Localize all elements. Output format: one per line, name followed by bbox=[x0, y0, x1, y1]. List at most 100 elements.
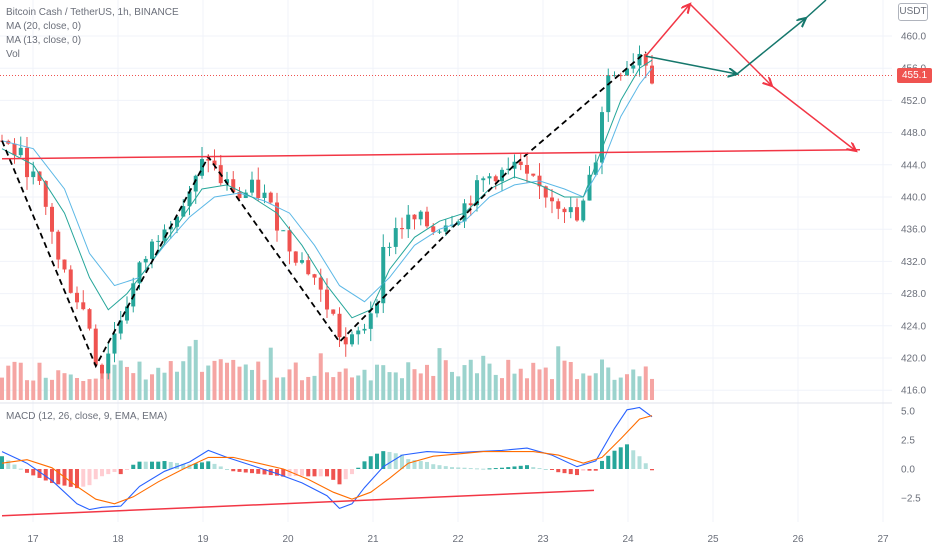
volume-bar bbox=[600, 359, 604, 400]
volume-bar bbox=[93, 378, 98, 400]
candle-body bbox=[200, 159, 204, 176]
volume-bar bbox=[287, 369, 292, 400]
ma13-legend[interactable]: MA (13, close, 0) bbox=[6, 35, 82, 46]
volume-bar bbox=[431, 375, 436, 400]
macd-histogram-bar bbox=[275, 469, 279, 476]
macd-histogram-bar bbox=[312, 469, 317, 477]
macd-histogram-bar bbox=[218, 466, 223, 469]
macd-histogram-bar bbox=[325, 469, 329, 477]
volume-bar bbox=[237, 366, 242, 400]
candle-body bbox=[568, 207, 573, 213]
macd-histogram-bar bbox=[356, 467, 361, 469]
macd-histogram-bar bbox=[12, 464, 17, 469]
macd-histogram-bar bbox=[475, 468, 479, 470]
volume-bar bbox=[581, 373, 586, 400]
macd-histogram-bar bbox=[81, 469, 86, 487]
macd-histogram-bar bbox=[606, 455, 611, 469]
ma13-line bbox=[1, 59, 653, 319]
volume-bar bbox=[112, 364, 117, 400]
candle-body bbox=[187, 191, 192, 207]
candle-body bbox=[68, 269, 73, 293]
macd-histogram-bar bbox=[550, 469, 554, 470]
macd-histogram-bar bbox=[381, 451, 386, 469]
volume-bar bbox=[262, 379, 267, 400]
volume-bar bbox=[587, 375, 592, 400]
ma20-line bbox=[1, 67, 653, 303]
candle-body bbox=[387, 246, 392, 248]
macd-histogram-bar bbox=[68, 469, 73, 487]
macd-histogram-bar bbox=[131, 464, 136, 469]
volume-bar bbox=[493, 374, 498, 400]
volume-bar bbox=[293, 362, 298, 400]
volume-legend[interactable]: Vol bbox=[6, 49, 20, 60]
macd-histogram-bar bbox=[306, 469, 311, 477]
macd-histogram-bar bbox=[368, 456, 373, 469]
volume-bar bbox=[18, 362, 23, 400]
macd-histogram-bar bbox=[375, 453, 379, 469]
candle-body bbox=[562, 208, 567, 213]
macd-histogram-bar bbox=[575, 469, 579, 476]
candle-body bbox=[156, 240, 161, 242]
candle-body bbox=[256, 179, 261, 198]
current-price-badge: 455.1 bbox=[897, 68, 932, 83]
volume-bar bbox=[443, 360, 448, 400]
macd-histogram-bar bbox=[393, 453, 398, 469]
ma20-legend[interactable]: MA (20, close, 0) bbox=[6, 21, 82, 32]
macd-histogram-bar bbox=[181, 463, 186, 469]
candle-body bbox=[212, 160, 217, 166]
candle-body bbox=[175, 216, 179, 227]
macd-histogram-bar bbox=[225, 469, 229, 470]
currency-button[interactable]: USDT bbox=[898, 3, 928, 21]
macd-histogram-bar bbox=[625, 444, 629, 469]
candle-body bbox=[100, 364, 104, 374]
candle-body bbox=[225, 179, 229, 184]
volume-bar bbox=[306, 376, 311, 400]
macd-histogram-bar bbox=[437, 465, 442, 469]
volume-bar bbox=[400, 378, 404, 400]
macd-histogram-bar bbox=[75, 469, 79, 489]
candle-body bbox=[268, 192, 273, 203]
candle-body bbox=[625, 68, 629, 76]
volume-bar bbox=[412, 369, 417, 400]
macd-histogram-bar bbox=[531, 467, 536, 469]
symbol-legend[interactable]: Bitcoin Cash / TetherUS, 1h, BINANCE MA … bbox=[6, 6, 179, 62]
volume-bar bbox=[575, 379, 579, 400]
volume-bar bbox=[425, 364, 429, 400]
candle-body bbox=[312, 274, 317, 278]
candle-body bbox=[293, 251, 298, 263]
macd-histogram-bar bbox=[212, 463, 217, 469]
time-axis-label: 21 bbox=[367, 534, 379, 545]
volume-bar bbox=[0, 377, 4, 400]
volume-bar bbox=[406, 362, 411, 400]
macd-histogram-bar bbox=[543, 469, 548, 470]
candle-body bbox=[300, 260, 304, 263]
macd-histogram-bar bbox=[175, 462, 179, 469]
breakout-arrow bbox=[736, 18, 806, 75]
volume-bar bbox=[350, 377, 354, 400]
macd-histogram-bar bbox=[387, 451, 392, 469]
volume-bar bbox=[362, 369, 367, 400]
macd-histogram-bar bbox=[231, 469, 236, 472]
volume-bar bbox=[643, 366, 648, 400]
volume-bar bbox=[156, 367, 161, 400]
volume-bar bbox=[481, 355, 486, 400]
volume-bar bbox=[250, 369, 254, 400]
candle-body bbox=[493, 176, 498, 182]
time-axis-label: 27 bbox=[877, 534, 889, 545]
macd-histogram-bar bbox=[581, 469, 586, 471]
price-axis-label: 416.0 bbox=[901, 386, 926, 397]
macd-histogram-bar bbox=[612, 450, 617, 469]
macd-histogram-bar bbox=[318, 469, 323, 477]
time-axis-label: 19 bbox=[197, 534, 209, 545]
macd-histogram-bar bbox=[406, 459, 411, 469]
volume-bar bbox=[68, 374, 73, 400]
volume-bar bbox=[143, 379, 148, 400]
volume-bar bbox=[637, 376, 642, 400]
candle-body bbox=[337, 313, 342, 338]
pattern-dashed-line bbox=[1, 51, 647, 369]
candle-body bbox=[62, 259, 67, 270]
macd-legend[interactable]: MACD (12, 26, close, 9, EMA, EMA) bbox=[6, 410, 167, 424]
volume-bar bbox=[225, 362, 229, 400]
volume-bar bbox=[218, 359, 223, 400]
